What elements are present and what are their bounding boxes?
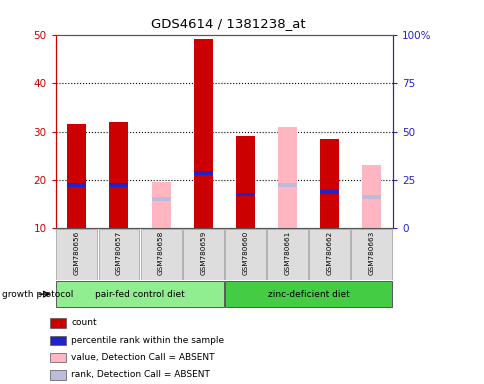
FancyBboxPatch shape bbox=[225, 229, 265, 280]
FancyBboxPatch shape bbox=[267, 229, 307, 280]
Bar bbox=[194, 171, 212, 175]
FancyBboxPatch shape bbox=[98, 229, 139, 280]
FancyBboxPatch shape bbox=[56, 281, 223, 307]
Text: value, Detection Call = ABSENT: value, Detection Call = ABSENT bbox=[71, 353, 214, 362]
FancyBboxPatch shape bbox=[140, 229, 181, 280]
FancyBboxPatch shape bbox=[309, 229, 349, 280]
Bar bbox=[235, 136, 254, 228]
Text: GSM780656: GSM780656 bbox=[74, 231, 80, 275]
Bar bbox=[151, 197, 170, 201]
Text: GSM780662: GSM780662 bbox=[326, 231, 332, 275]
Bar bbox=[362, 166, 380, 228]
Bar bbox=[49, 318, 65, 328]
Text: GSM780663: GSM780663 bbox=[368, 231, 374, 275]
Text: GSM780661: GSM780661 bbox=[284, 231, 290, 275]
Text: count: count bbox=[71, 318, 96, 328]
Text: percentile rank within the sample: percentile rank within the sample bbox=[71, 336, 224, 345]
Text: pair-fed control diet: pair-fed control diet bbox=[95, 290, 184, 299]
Bar bbox=[319, 190, 338, 194]
Bar bbox=[194, 40, 212, 228]
FancyBboxPatch shape bbox=[350, 229, 392, 280]
Bar bbox=[109, 122, 128, 228]
Bar bbox=[49, 370, 65, 379]
FancyBboxPatch shape bbox=[225, 281, 392, 307]
Text: GSM780660: GSM780660 bbox=[242, 231, 248, 275]
Bar bbox=[151, 182, 170, 228]
Text: GSM780659: GSM780659 bbox=[200, 231, 206, 275]
Bar bbox=[67, 183, 86, 187]
Bar bbox=[67, 124, 86, 228]
Text: growth protocol: growth protocol bbox=[2, 290, 74, 299]
Text: GDS4614 / 1381238_at: GDS4614 / 1381238_at bbox=[151, 17, 304, 30]
FancyBboxPatch shape bbox=[56, 229, 97, 280]
Bar bbox=[109, 183, 128, 187]
Bar bbox=[49, 353, 65, 362]
Bar bbox=[277, 183, 296, 187]
Bar bbox=[277, 127, 296, 228]
Bar bbox=[319, 139, 338, 228]
FancyBboxPatch shape bbox=[182, 229, 223, 280]
Bar bbox=[362, 195, 380, 199]
Text: zinc-deficient diet: zinc-deficient diet bbox=[267, 290, 349, 299]
Bar bbox=[235, 193, 254, 197]
Bar bbox=[49, 336, 65, 345]
Text: GSM780658: GSM780658 bbox=[158, 231, 164, 275]
Text: GSM780657: GSM780657 bbox=[116, 231, 121, 275]
Text: rank, Detection Call = ABSENT: rank, Detection Call = ABSENT bbox=[71, 370, 210, 379]
